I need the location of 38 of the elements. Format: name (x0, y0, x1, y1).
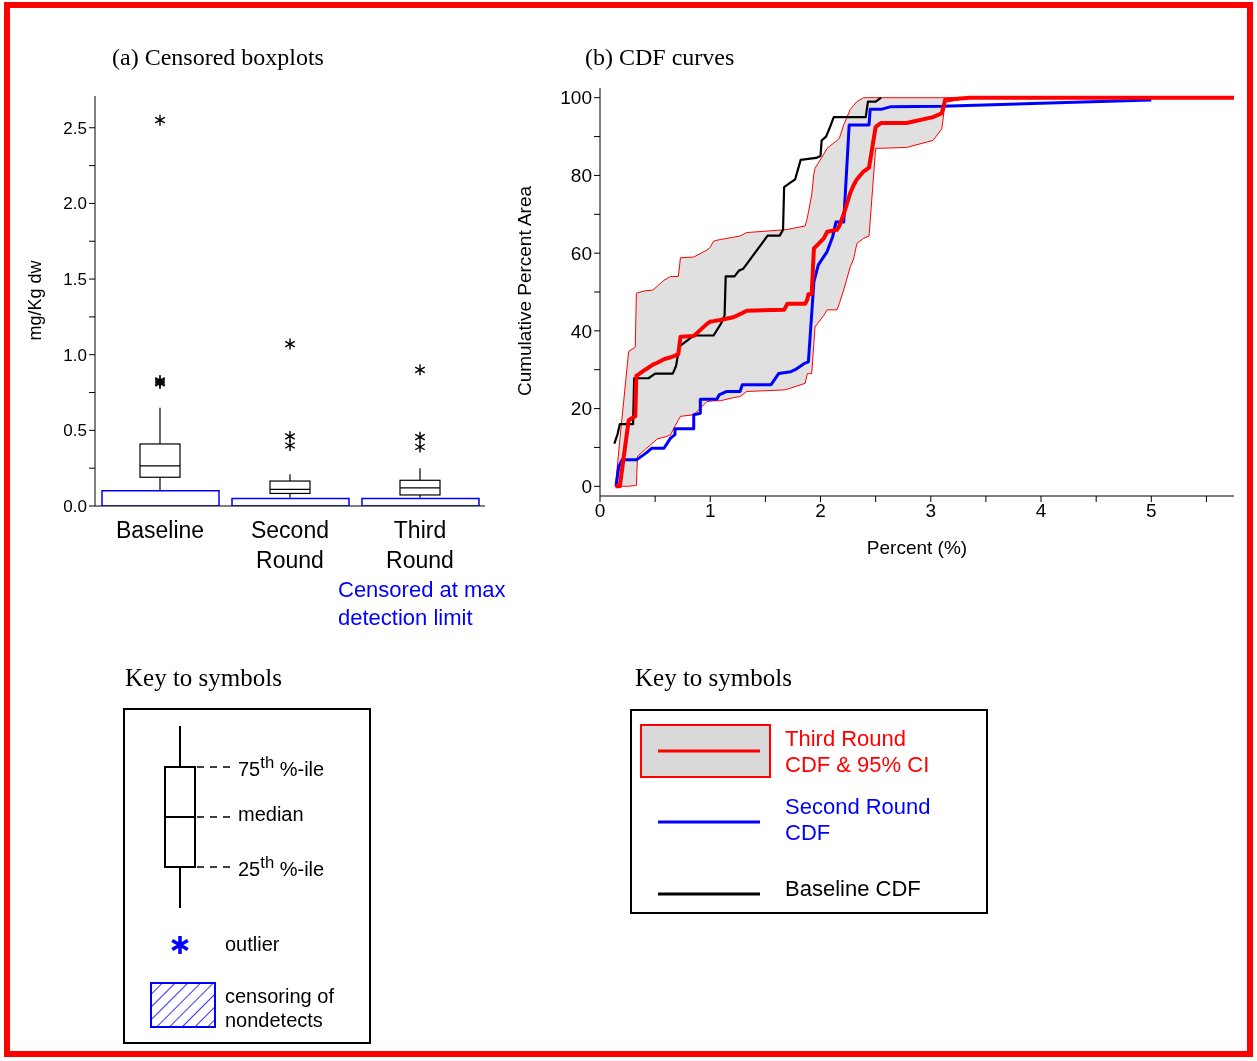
line-series (613, 96, 883, 445)
legend-label: Baseline CDF (785, 876, 922, 902)
text: censoring of nondetects (225, 984, 335, 1032)
legend-title: Key to symbols (635, 664, 792, 692)
y-tick-label: 1.5 (63, 270, 87, 290)
legend-label: Second Round CDF (785, 794, 932, 846)
y-axis-title: Cumulative Percent Area (514, 184, 536, 399)
legend-title: Key to symbols (125, 664, 282, 692)
y-tick-label: 60 (570, 242, 592, 264)
text: median (238, 803, 304, 826)
y-tick-label: 100 (560, 87, 592, 109)
x-tick-label: 5 (1146, 500, 1157, 522)
chart-title: (b) CDF curves (585, 44, 735, 71)
text: Censored at max detection limit (338, 576, 507, 632)
y-tick-label: 80 (570, 165, 592, 187)
y-tick-label: 20 (570, 398, 592, 420)
x-tick-label: 3 (925, 500, 937, 522)
text: outlier (225, 933, 280, 956)
text: 25$^{th}$ %-ile (238, 853, 325, 881)
y-tick-label: 2.5 (63, 118, 87, 138)
x-tick-label: 1 (704, 500, 716, 522)
text: 75$^{th}$ %-ile (238, 753, 325, 781)
y-tick-label: 40 (570, 320, 592, 342)
x-tick-label: 2 (815, 500, 826, 522)
x-tick-label: Third Round (386, 517, 454, 573)
chart-title: (a) Censored boxplots (112, 44, 324, 71)
y-tick-label: 0.5 (63, 421, 87, 441)
y-tick-label: 0 (581, 476, 592, 498)
x-tick-label: 0 (594, 500, 606, 522)
legend-label: Third Round CDF & 95% CI (785, 726, 931, 778)
y-tick-label: 0.0 (63, 497, 87, 517)
y-axis-title: mg/Kg dw (24, 259, 46, 343)
x-axis-title: Percent (%) (866, 537, 968, 558)
y-tick-label: 2.0 (63, 194, 87, 214)
x-tick-label: Baseline (115, 517, 205, 543)
x-tick-label: Second Round (250, 517, 330, 573)
y-tick-label: 1.0 (63, 345, 87, 365)
x-tick-label: 4 (1035, 500, 1047, 522)
